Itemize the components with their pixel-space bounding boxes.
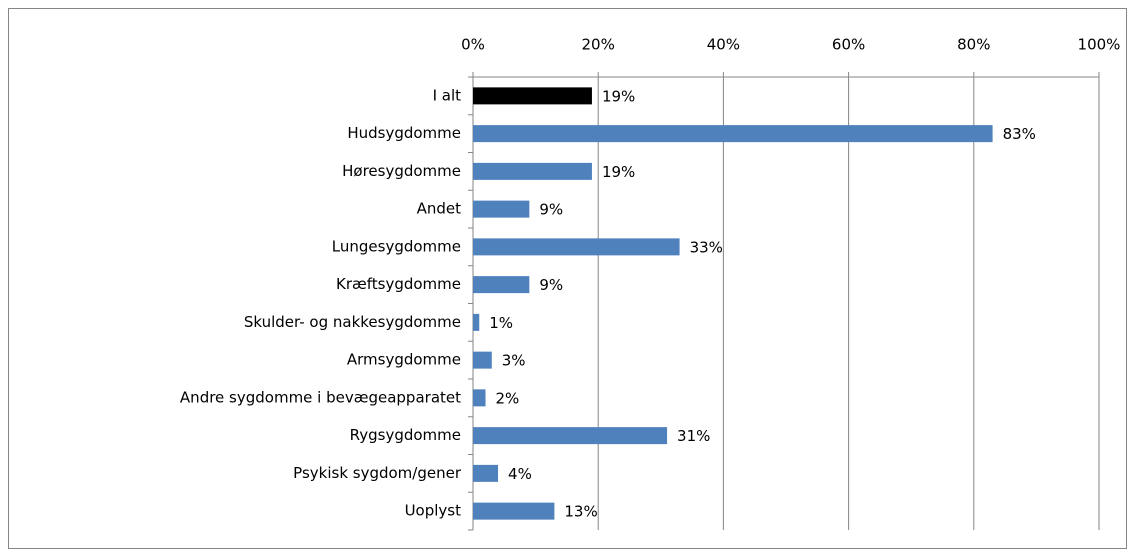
x-tick-label: 80%	[957, 36, 990, 54]
bar	[473, 351, 492, 369]
x-tick-label: 20%	[582, 36, 615, 54]
bar	[473, 200, 530, 218]
x-tick-label: 60%	[832, 36, 865, 54]
y-tick-label: Hudsygdomme	[347, 124, 461, 142]
y-tick-label: Kræftsygdomme	[336, 275, 461, 293]
y-tick-label: Andre sygdomme i bevægeapparatet	[180, 388, 461, 406]
bar	[473, 389, 486, 407]
y-tick-label: Lungesygdomme	[332, 237, 461, 255]
data-label: 13%	[564, 503, 597, 521]
data-label: 4%	[508, 465, 532, 483]
y-tick-label: I alt	[433, 86, 462, 104]
bar	[473, 162, 592, 180]
y-tick-label: Psykisk sygdom/gener	[293, 464, 462, 482]
y-tick-label: Uoplyst	[405, 502, 462, 520]
data-label: 3%	[502, 352, 526, 370]
bar	[473, 464, 499, 482]
data-label: 2%	[496, 389, 520, 407]
data-label: 33%	[690, 238, 723, 256]
bar	[473, 427, 668, 445]
y-tick-label: Andet	[417, 200, 462, 218]
data-label: 19%	[602, 163, 635, 181]
x-tick-label: 40%	[707, 36, 740, 54]
data-label: 19%	[602, 87, 635, 105]
bar	[473, 125, 993, 143]
y-tick-label: Rygsygdomme	[350, 426, 461, 444]
bar	[473, 313, 480, 331]
bar	[473, 276, 530, 294]
y-tick-label: Skulder- og nakkesygdomme	[244, 313, 461, 331]
bar	[473, 238, 680, 256]
y-tick-label: Høresygdomme	[342, 162, 461, 180]
y-tick-label: Armsygdomme	[347, 351, 461, 369]
data-label: 31%	[677, 427, 710, 445]
bar	[473, 87, 592, 105]
bar	[473, 502, 555, 520]
data-label: 9%	[539, 276, 563, 294]
x-tick-label: 0%	[461, 36, 485, 54]
data-label: 1%	[489, 314, 513, 332]
data-label: 9%	[539, 201, 563, 219]
data-label: 83%	[1003, 125, 1036, 143]
x-tick-label: 100%	[1078, 36, 1121, 54]
